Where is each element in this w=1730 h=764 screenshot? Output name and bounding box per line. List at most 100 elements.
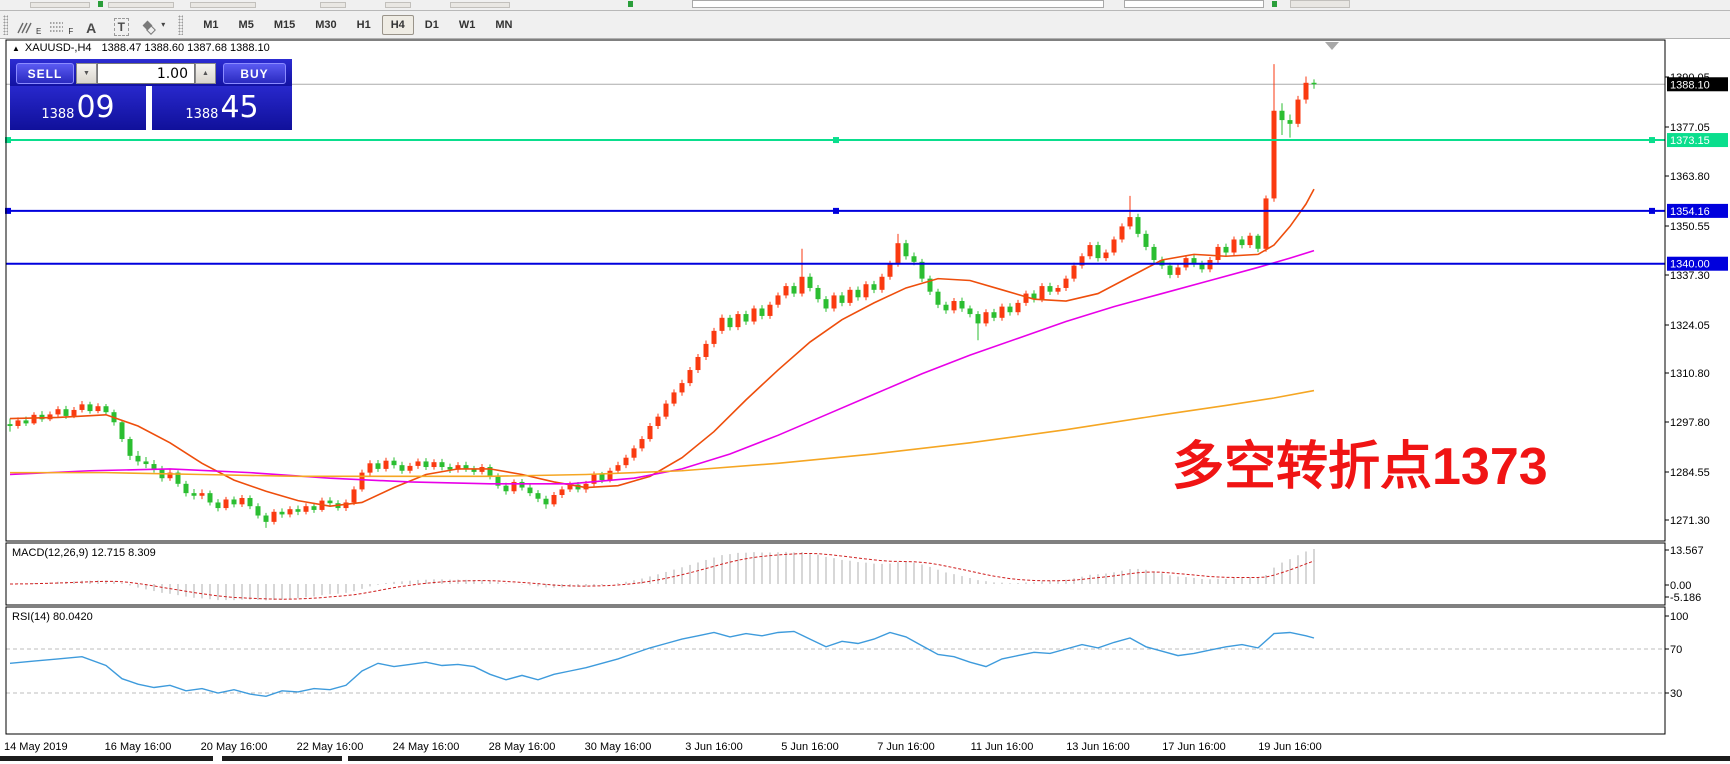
window-frame-fragment (0, 756, 213, 761)
rsi-panel[interactable] (6, 630, 1665, 698)
time-axis-label: 20 May 16:00 (201, 741, 268, 753)
spin-up-icon: ▲ (202, 70, 209, 77)
text-label-icon: A (86, 19, 97, 36)
sell-price-big: 09 (76, 90, 115, 125)
price-tick-label: 1377.05 (1670, 122, 1710, 134)
toolbar-fragment-green (98, 1, 103, 7)
toolbar-fragment (190, 2, 256, 8)
macd-tick-label: 13.567 (1670, 545, 1704, 557)
time-axis-label: 5 Jun 16:00 (781, 741, 839, 753)
price-tick-label: 1337.30 (1670, 270, 1710, 282)
svg-text:1373.15: 1373.15 (1670, 135, 1710, 147)
line-handle (833, 137, 839, 144)
timeframe-button-mn[interactable]: MN (495, 18, 513, 31)
chart-window[interactable] (0, 38, 1730, 764)
toolbar-fragment-green (1272, 1, 1277, 7)
sell-button[interactable]: SELL (16, 63, 74, 84)
price-tick-label: 1363.80 (1670, 171, 1710, 183)
hline-price-label (1667, 133, 1728, 148)
toolbar-fragment (385, 2, 411, 8)
line-handle (1649, 137, 1655, 144)
volume-input[interactable] (97, 63, 195, 84)
toolbar-fragment (692, 0, 1104, 8)
patterns-icon (17, 22, 32, 33)
line-handle (833, 207, 839, 214)
rsi-tick-label: 70 (1670, 644, 1682, 656)
volume-decrease-button[interactable]: ▼ (76, 63, 97, 84)
price-tick-label: 1284.55 (1670, 467, 1710, 479)
volume-increase-button[interactable]: ▲ (195, 63, 216, 84)
chart-annotation-text[interactable]: 多空转折点1373 (1172, 438, 1548, 496)
svg-text:1388.10: 1388.10 (1670, 79, 1710, 91)
timeframe-button-h1[interactable]: H1 (356, 18, 371, 31)
ma-line-fast (9, 188, 1315, 508)
toolbar: E F A T ▾ M1 M5 M15 M30 H1 H4 D1 W1 MN (0, 11, 1730, 39)
text-label-tool-button[interactable]: A (76, 13, 106, 37)
time-axis-label: 28 May 16:00 (489, 741, 556, 753)
shapes-tool-button[interactable]: ▾ (136, 13, 168, 37)
grid-list-tool-button[interactable]: F (44, 13, 76, 37)
rsi-tick-label: 30 (1670, 688, 1682, 700)
time-axis-label: 22 May 16:00 (297, 741, 364, 753)
time-axis-label: 16 May 16:00 (105, 741, 172, 753)
rsi-tick-label: 100 (1670, 611, 1688, 623)
time-axis-label: 24 May 16:00 (393, 741, 460, 753)
timeframe-button-m30[interactable]: M30 (315, 18, 337, 31)
macd-signal-line (9, 552, 1315, 600)
toolbar-fragment (320, 2, 346, 8)
rsi-indicator-label: RSI(14) 80.0420 (12, 611, 93, 623)
price-tick-label: 1324.05 (1670, 320, 1710, 332)
timeframe-button-m1[interactable]: M1 (203, 18, 219, 31)
main-plot[interactable] (5, 42, 1665, 528)
collapse-arrow-icon[interactable]: ▲ (12, 44, 20, 53)
macd-tick-label: -5.186 (1670, 592, 1701, 604)
ohlc-values: 1388.47 1388.60 1387.68 1388.10 (101, 42, 270, 54)
timeframe-button-m5[interactable]: M5 (238, 18, 254, 31)
line-handle (5, 207, 11, 214)
hline-price-label (1667, 203, 1728, 218)
time-axis-label: 30 May 16:00 (585, 741, 652, 753)
sell-price-small: 1388 (41, 106, 75, 122)
timeframe-group: M1 M5 M15 M30 H1 H4 D1 W1 MN (193, 14, 522, 35)
price-axis[interactable]: 1390.051377.051363.801350.551337.301324.… (1665, 72, 1728, 700)
toolbar-fragment (1290, 0, 1350, 8)
line-handle (5, 137, 11, 144)
svg-text:1340.00: 1340.00 (1670, 259, 1710, 271)
toolbar-fragment (30, 2, 90, 8)
chart-title: ▲ XAUUSD-,H4 1388.47 1388.60 1387.68 1388.… (12, 42, 270, 54)
grid-list-icon-letter: F (68, 26, 74, 36)
price-tick-label: 1271.30 (1670, 515, 1710, 527)
buy-price-small: 1388 (185, 106, 219, 122)
shapes-dropdown-caret-icon[interactable]: ▾ (161, 20, 166, 29)
clipped-toolbar-row (0, 0, 1730, 11)
window-frame-fragment (222, 756, 342, 761)
time-axis-label: 14 May 2019 (4, 741, 68, 753)
time-axis-label: 11 Jun 16:00 (971, 741, 1034, 753)
svg-text:1354.16: 1354.16 (1670, 206, 1710, 218)
price-tick-label: 1350.55 (1670, 221, 1710, 233)
toolbar-gripper[interactable] (178, 14, 184, 35)
timeframe-button-m15[interactable]: M15 (273, 18, 296, 31)
patterns-tool-button[interactable]: E (12, 13, 44, 37)
one-click-trading-panel: SELL ▼ ▲ BUY 1388 09 1388 45 (10, 59, 292, 130)
price-tick-label: 1297.80 (1670, 417, 1710, 429)
time-axis[interactable]: 14 May 2019 16 May 16:00 20 May 16:00 22 Ma… (4, 741, 1322, 753)
buy-button[interactable]: BUY (223, 63, 286, 84)
text-box-tool-button[interactable]: T (106, 13, 136, 37)
symbol-period-label: XAUUSD-,H4 (24, 42, 92, 54)
chart-shift-marker-icon (1325, 42, 1339, 50)
sell-price-display[interactable]: 1388 09 (10, 86, 146, 130)
macd-tick-label: 0.00 (1670, 580, 1691, 592)
timeframe-button-h4[interactable]: H4 (381, 14, 414, 35)
hline-price-label (1667, 256, 1728, 271)
time-axis-label: 13 Jun 16:00 (1066, 741, 1130, 753)
timeframe-button-w1[interactable]: W1 (458, 18, 476, 31)
timeframe-button-d1[interactable]: D1 (424, 18, 439, 31)
bid-price-label (1667, 77, 1728, 92)
macd-panel[interactable] (9, 548, 1315, 601)
toolbar-gripper[interactable] (3, 14, 8, 35)
buy-price-display[interactable]: 1388 45 (152, 86, 292, 130)
time-axis-label: 17 Jun 16:00 (1162, 741, 1226, 753)
rsi-line (9, 630, 1315, 698)
